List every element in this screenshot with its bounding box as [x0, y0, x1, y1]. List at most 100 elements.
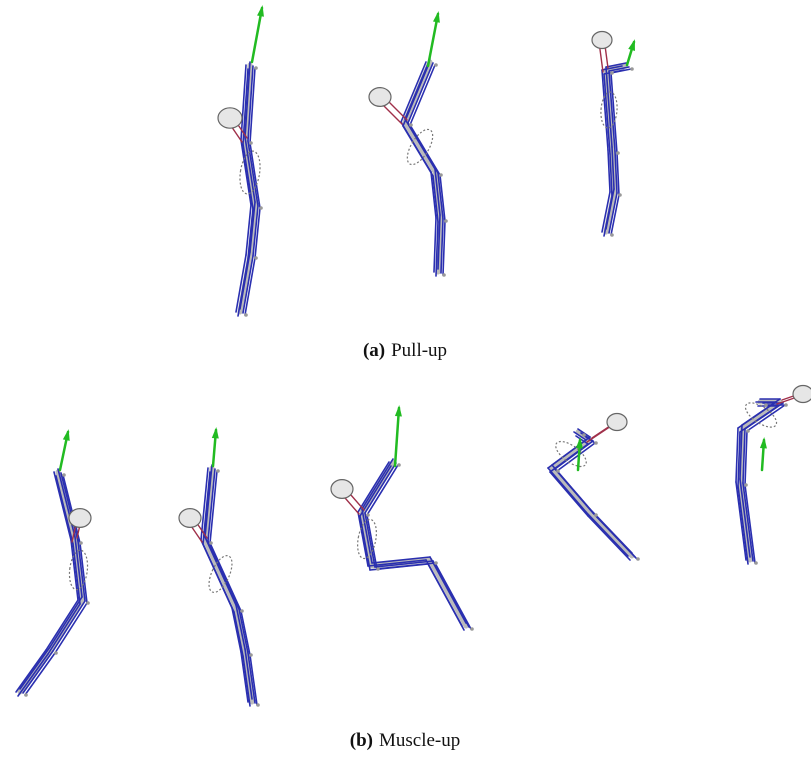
force-arrow [395, 408, 399, 466]
bone [430, 560, 466, 626]
subfigure-caption: Pull-up [391, 340, 447, 361]
skull [179, 509, 201, 528]
muscle [403, 66, 428, 126]
arrow-head [63, 429, 70, 441]
marker [754, 561, 758, 565]
marker [62, 473, 66, 477]
skeleton [369, 11, 448, 277]
marker [216, 469, 220, 473]
skeleton [736, 386, 811, 565]
subfigure-label: (b) [350, 730, 373, 751]
marker [79, 541, 83, 545]
muscle [410, 125, 440, 175]
muscle [557, 471, 595, 515]
marker [618, 193, 622, 197]
marker [434, 561, 438, 565]
marker [209, 541, 213, 545]
skeleton [592, 32, 635, 237]
marker [594, 441, 598, 445]
muscle [20, 647, 50, 689]
marker [254, 66, 258, 70]
marker [240, 609, 244, 613]
marker [470, 627, 474, 631]
muscle [365, 463, 396, 513]
muscle [50, 597, 82, 647]
marker [249, 653, 253, 657]
marker [556, 469, 560, 473]
arrow-head [760, 437, 767, 448]
marker [746, 429, 750, 433]
skull [793, 386, 811, 403]
page: (a)Pull-up (b)Muscle-up (() => { const d… [0, 0, 811, 764]
marker [86, 601, 90, 605]
muscle [18, 654, 48, 696]
marker [397, 463, 401, 467]
marker [54, 651, 58, 655]
marker [594, 513, 598, 517]
marker [376, 567, 380, 571]
marker [444, 219, 448, 223]
marker [24, 693, 28, 697]
muscle [595, 515, 637, 559]
marker [582, 433, 586, 437]
muscle [58, 469, 75, 537]
marker [434, 63, 438, 67]
muscle [362, 459, 393, 509]
marker [744, 483, 748, 487]
marker [630, 67, 634, 71]
marker [366, 513, 370, 517]
marker [442, 273, 446, 277]
muscle [430, 557, 466, 623]
muscle [405, 59, 430, 119]
muscle [550, 472, 588, 516]
marker [636, 557, 640, 561]
arrow-head [212, 427, 219, 439]
skeleton [218, 5, 264, 317]
skull [369, 88, 391, 107]
skeleton [331, 405, 474, 631]
marker [610, 233, 614, 237]
muscle [48, 604, 80, 654]
skull [607, 414, 627, 431]
arrow-head [628, 39, 635, 51]
marker [764, 403, 768, 407]
marker [259, 206, 263, 210]
muscle [740, 406, 778, 432]
subfigure-label: (a) [363, 340, 385, 361]
marker [616, 151, 620, 155]
muscle [23, 651, 53, 693]
bone [205, 540, 236, 608]
bone [552, 468, 590, 512]
muscle [405, 119, 435, 169]
arrow-head [257, 5, 264, 17]
muscle [53, 601, 85, 651]
skeleton [16, 429, 91, 697]
marker [409, 123, 413, 127]
arrow-head [433, 11, 440, 23]
marker [784, 403, 788, 407]
skull [218, 108, 242, 128]
marker [256, 703, 260, 707]
caption-b: (b) Muscle-up [350, 730, 461, 751]
subfigure-caption: Muscle-up [379, 730, 460, 751]
muscle [205, 537, 236, 605]
muscle [588, 516, 630, 560]
marker [439, 173, 443, 177]
muscle [586, 512, 628, 556]
muscle [203, 544, 234, 612]
arrow-head [395, 405, 402, 417]
muscle [548, 468, 586, 512]
marker [244, 313, 248, 317]
muscle [428, 564, 464, 630]
bone [590, 512, 632, 556]
marker [254, 256, 258, 260]
muscle [435, 563, 471, 629]
marker [249, 141, 253, 145]
muscle [210, 543, 241, 611]
skeleton [179, 427, 260, 707]
skull [331, 480, 353, 499]
muscle [401, 62, 426, 122]
caption-a: (a) Pull-up [363, 340, 447, 361]
muscle [208, 541, 239, 609]
skeleton [548, 414, 640, 561]
